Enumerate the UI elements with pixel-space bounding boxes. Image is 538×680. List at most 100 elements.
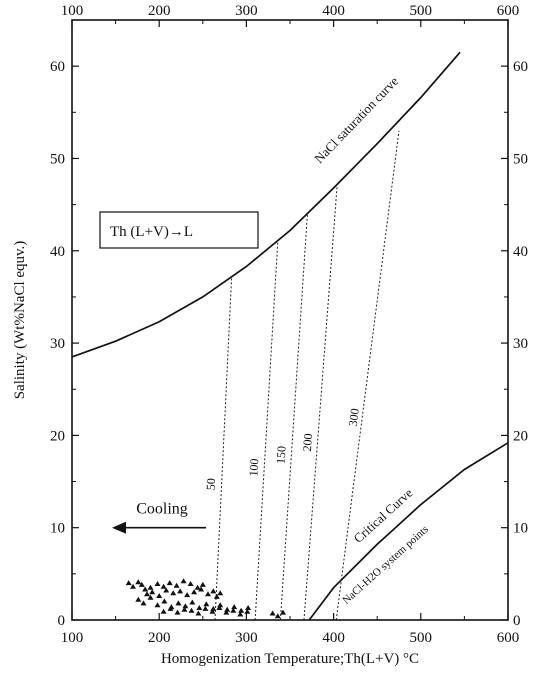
data-point (237, 611, 244, 617)
x-axis-title: Homogenization Temperature;Th(L+V) °C (161, 651, 419, 667)
data-point (174, 609, 181, 615)
data-point (217, 602, 224, 608)
isochore-line-100 (254, 241, 279, 621)
data-point (175, 600, 182, 606)
isochore-label-200: 200 (300, 433, 315, 452)
curve-layer (71, 51, 509, 621)
data-point (195, 610, 202, 616)
y-tick-label-right: 20 (513, 428, 528, 444)
x-tick-label: 200 (148, 630, 171, 646)
isochore-line-50 (214, 278, 233, 621)
legend-box (99, 211, 259, 249)
data-point (245, 605, 252, 610)
data-point (209, 608, 216, 614)
data-point (181, 606, 188, 612)
data-point (198, 586, 205, 592)
isochore-layer (214, 130, 400, 621)
y-tick-label: 0 (58, 613, 66, 629)
nacl-saturation-curve-label: NaCl saturation curve (311, 73, 401, 166)
data-point (231, 604, 238, 610)
y-tick-label-right: 0 (513, 613, 521, 629)
data-point (142, 586, 149, 592)
y-tick-label: 60 (50, 59, 65, 75)
data-point (199, 581, 206, 587)
legend-label: Th (L+V)→L (110, 224, 193, 240)
isochore-line-150 (279, 213, 308, 621)
data-point (135, 579, 142, 585)
isochore-line-300 (335, 130, 400, 621)
nacl-saturation-curve (71, 51, 461, 358)
y-tick-label: 20 (50, 428, 65, 444)
y-tick-label: 10 (50, 521, 65, 537)
x-tick-label: 100 (61, 630, 84, 646)
data-point (217, 590, 224, 596)
axes-layer (71, 19, 509, 621)
data-point (147, 584, 154, 590)
data-point (280, 609, 286, 615)
data-point (187, 581, 194, 586)
data-point (147, 594, 154, 600)
cooling-arrow-head (112, 521, 126, 534)
x-tick-label: 600 (497, 630, 520, 646)
data-point (216, 605, 223, 610)
cooling-label: Cooling (136, 501, 188, 518)
data-point (156, 593, 163, 598)
data-point (189, 599, 196, 605)
data-point (274, 613, 281, 619)
data-point (125, 580, 132, 586)
data-point (177, 588, 184, 594)
point-layer (125, 230, 286, 619)
data-point (194, 584, 201, 590)
data-point (170, 590, 177, 596)
data-point (130, 583, 136, 589)
data-point (188, 607, 195, 613)
data-point (244, 608, 251, 614)
data-point (230, 607, 237, 613)
y-tick-label-right: 40 (513, 244, 528, 260)
data-point (144, 591, 150, 597)
critical-curve (308, 442, 509, 621)
isochore-label-150: 150 (274, 446, 289, 465)
data-point (213, 593, 220, 599)
x-tick-label-top: 300 (235, 3, 258, 19)
data-point (210, 588, 217, 594)
data-point (135, 596, 142, 602)
x-tick-label-top: 600 (497, 3, 520, 19)
data-point (160, 583, 167, 589)
data-point (140, 600, 147, 606)
data-point (167, 605, 174, 611)
data-point (160, 608, 167, 614)
isochore-label-50: 50 (204, 478, 219, 491)
isochore-label-300: 300 (346, 408, 362, 428)
y-axis-title: Salinity (Wt%NaCl equv.) (12, 241, 28, 400)
data-point (269, 610, 276, 616)
x-tick-label-top: 400 (322, 3, 345, 19)
y-tick-label: 30 (50, 336, 65, 352)
data-point (205, 591, 211, 597)
x-tick-label-top: 200 (148, 3, 171, 19)
isochore-line-200 (303, 186, 338, 621)
y-tick-label-right: 30 (513, 336, 528, 352)
x-tick-label: 300 (235, 630, 258, 646)
data-point (182, 603, 189, 609)
data-point (154, 581, 161, 586)
data-point (223, 609, 230, 615)
data-point (196, 605, 203, 610)
data-point (180, 578, 187, 584)
plot-frame (71, 19, 509, 621)
data-point (224, 606, 231, 612)
isochore-label-100: 100 (246, 458, 261, 477)
data-point (191, 589, 198, 595)
x-tick-label-top: 500 (410, 3, 433, 19)
data-point (210, 605, 217, 611)
data-point (149, 589, 156, 595)
data-point (203, 601, 210, 607)
data-point (161, 598, 168, 604)
data-point (163, 587, 170, 593)
y-tick-label: 50 (50, 151, 65, 167)
critical-curve-label: Critical Curve (350, 485, 415, 546)
data-point (238, 607, 245, 613)
data-point (154, 602, 161, 608)
